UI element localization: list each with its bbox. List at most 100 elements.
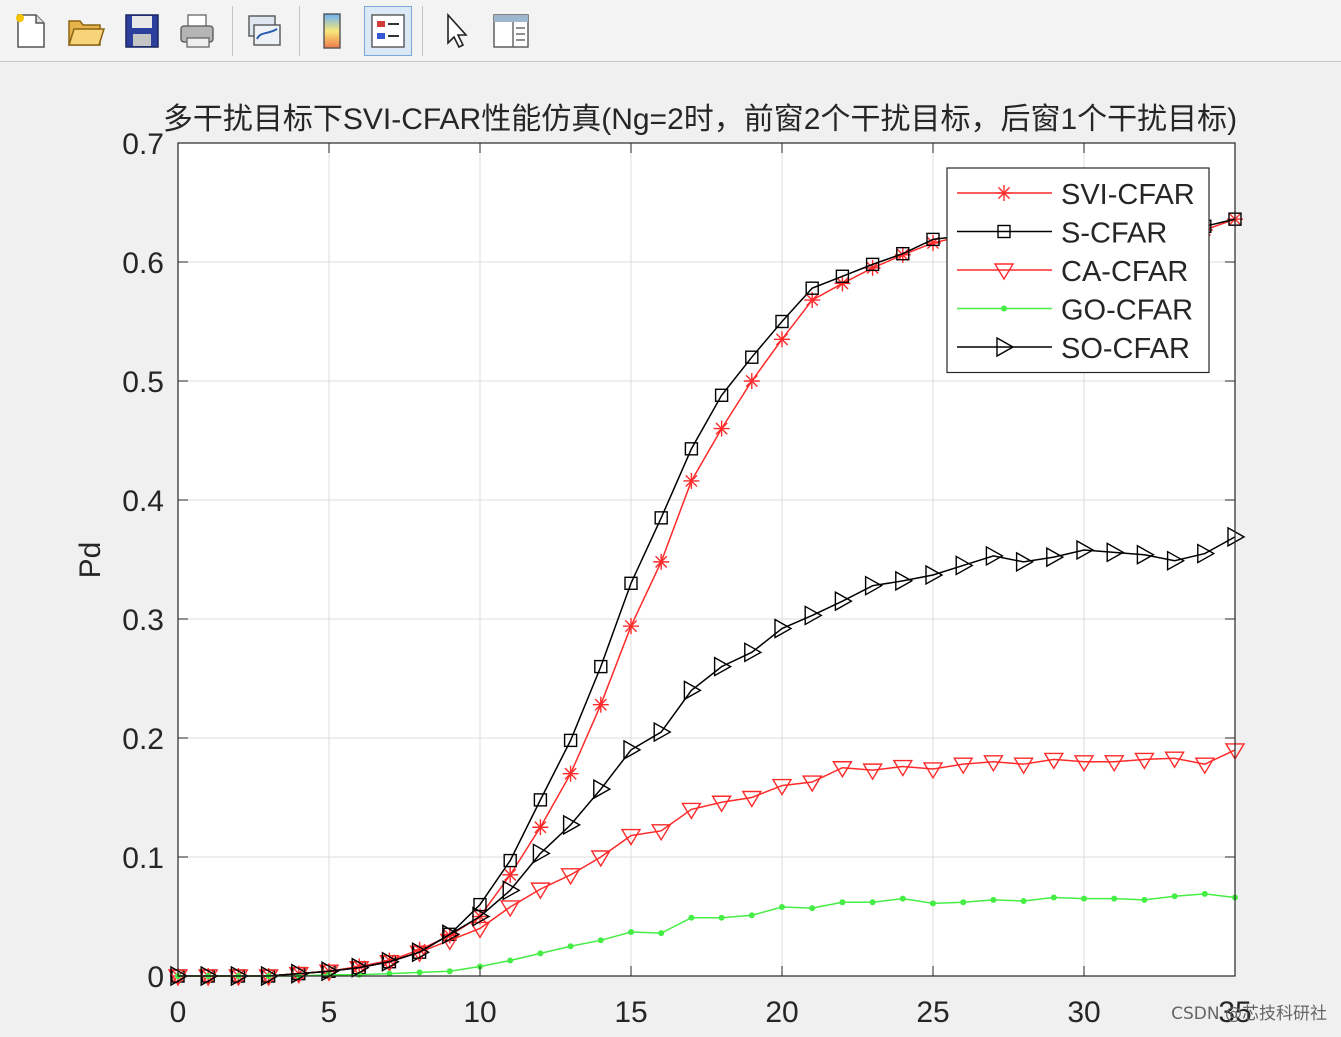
data-point-ca-cfar xyxy=(499,900,521,918)
data-point-so-cfar xyxy=(864,575,884,596)
data-point-ca-cfar xyxy=(620,828,642,846)
legend-label: SVI-CFAR xyxy=(1061,179,1195,211)
axes-box xyxy=(177,142,1236,977)
data-point-s-cfar xyxy=(654,511,668,525)
data-point-go-cfar xyxy=(899,895,906,902)
data-point-so-cfar xyxy=(713,656,733,677)
legend-item-so-cfar: SO-CFAR xyxy=(957,333,1190,365)
legend-label: GO-CFAR xyxy=(1061,295,1193,327)
save-button[interactable] xyxy=(118,6,166,56)
y-axis-label: Pd xyxy=(74,542,107,579)
data-point-so-cfar xyxy=(834,590,853,612)
data-point-ca-cfar xyxy=(832,761,853,779)
data-point-s-cfar xyxy=(563,733,578,748)
x-tick-label: 10 xyxy=(463,996,496,1029)
data-point-svi-cfar xyxy=(683,472,700,489)
data-point-ca-cfar xyxy=(560,868,581,886)
data-point-ca-cfar xyxy=(892,759,914,777)
data-point-so-cfar xyxy=(532,843,551,864)
data-point-go-cfar xyxy=(930,900,936,907)
data-point-so-cfar xyxy=(1076,539,1095,561)
data-point-ca-cfar xyxy=(228,969,249,987)
data-point-s-cfar xyxy=(926,232,940,247)
data-point-ca-cfar xyxy=(348,960,370,979)
data-point-so-cfar xyxy=(683,680,702,701)
data-point-go-cfar xyxy=(960,899,967,906)
data-point-so-cfar xyxy=(895,570,914,592)
x-tick-label: 15 xyxy=(614,996,647,1029)
data-point-s-cfar xyxy=(896,246,910,261)
property-inspector-button[interactable] xyxy=(487,6,535,56)
figure-canvas: 0 5 10 15 20 25 30 35 0 0.1 0.2 0.3 0.4 0.5 0.6 0.7 多干扰… xyxy=(0,63,1341,1032)
data-point-ca-cfar xyxy=(1134,752,1155,770)
data-point-so-cfar xyxy=(1166,550,1186,571)
watermark-text: CSDN @芯技科研社 xyxy=(1171,1004,1327,1024)
data-point-s-cfar xyxy=(503,853,517,868)
data-point-go-cfar xyxy=(658,930,665,937)
data-point-so-cfar xyxy=(593,778,612,800)
legend-label: CA-CFAR xyxy=(1061,256,1188,288)
legend-marker xyxy=(997,224,1011,239)
data-point-s-cfar xyxy=(594,659,608,674)
new-file-icon xyxy=(16,13,45,48)
toolbar-separator xyxy=(299,5,300,56)
edit-plot-button[interactable] xyxy=(431,6,479,56)
data-point-ca-cfar xyxy=(862,763,883,781)
data-point-go-cfar xyxy=(567,943,574,950)
data-point-go-cfar xyxy=(809,905,816,912)
data-point-ca-cfar xyxy=(258,969,279,987)
data-point-so-cfar xyxy=(1197,543,1216,564)
data-point-s-cfar xyxy=(714,388,729,402)
data-point-s-cfar xyxy=(865,257,880,272)
legend-label: SO-CFAR xyxy=(1061,333,1190,365)
data-point-so-cfar xyxy=(744,642,763,663)
data-point-so-cfar xyxy=(351,957,370,978)
data-point-go-cfar xyxy=(1020,898,1027,905)
folder-open-icon xyxy=(67,19,106,46)
open-file-button[interactable] xyxy=(62,6,110,56)
data-point-go-cfar xyxy=(507,957,514,964)
data-point-s-cfar xyxy=(473,897,487,912)
data-point-go-cfar xyxy=(839,899,846,906)
legend-icon xyxy=(371,13,405,48)
data-point-ca-cfar xyxy=(590,850,612,868)
data-point-go-cfar xyxy=(1141,896,1148,903)
data-point-ca-cfar xyxy=(1043,752,1065,770)
colorbar-button[interactable] xyxy=(308,6,356,56)
y-tick-label: 0.5 xyxy=(122,366,164,399)
y-tick-label: 0.4 xyxy=(122,485,164,518)
toolbar-separator xyxy=(422,5,423,56)
data-point-so-cfar xyxy=(1106,542,1125,563)
x-tick-label: 5 xyxy=(321,996,338,1029)
data-point-svi-cfar xyxy=(713,420,730,437)
y-tick-label: 0.3 xyxy=(122,604,164,637)
data-point-s-cfar xyxy=(775,314,789,329)
data-point-s-cfar xyxy=(745,350,759,364)
link-plot-button[interactable] xyxy=(241,6,289,56)
axis-ticks: 0 5 10 15 20 25 30 35 0 0.1 0.2 0.3 0.4 0.5 0.6 0.7 xyxy=(122,128,1251,1029)
data-point-ca-cfar xyxy=(681,802,702,820)
data-point-go-cfar xyxy=(869,899,876,906)
data-point-go-cfar xyxy=(1171,893,1178,900)
printer-icon xyxy=(180,13,214,48)
panel-icon xyxy=(493,13,529,48)
data-point-svi-cfar xyxy=(592,696,609,713)
data-point-ca-cfar xyxy=(801,775,823,793)
legend[interactable]: SVI-CFAR S-CFAR CA-CFAR GO-CFAR SO-CFAR xyxy=(946,167,1210,374)
data-point-svi-cfar xyxy=(743,373,760,389)
legend-marker xyxy=(1001,305,1007,312)
data-point-s-cfar xyxy=(805,281,819,295)
toolbar-separator xyxy=(232,5,233,56)
new-figure-button[interactable] xyxy=(6,6,54,56)
data-point-so-cfar xyxy=(411,942,431,963)
data-point-svi-cfar xyxy=(834,275,851,292)
data-point-so-cfar xyxy=(1227,526,1246,548)
print-button[interactable] xyxy=(174,6,222,56)
legend-button[interactable] xyxy=(364,5,412,56)
data-point-ca-cfar xyxy=(469,921,491,939)
figure-toolbar xyxy=(0,0,1341,62)
data-point-so-cfar xyxy=(925,564,944,586)
data-point-ca-cfar xyxy=(771,778,793,796)
line-chart[interactable]: 0 5 10 15 20 25 30 35 0 0.1 0.2 0.3 0.4 0.5 0.6 0.7 多干扰… xyxy=(0,63,1341,1032)
data-point-so-cfar xyxy=(955,555,974,576)
